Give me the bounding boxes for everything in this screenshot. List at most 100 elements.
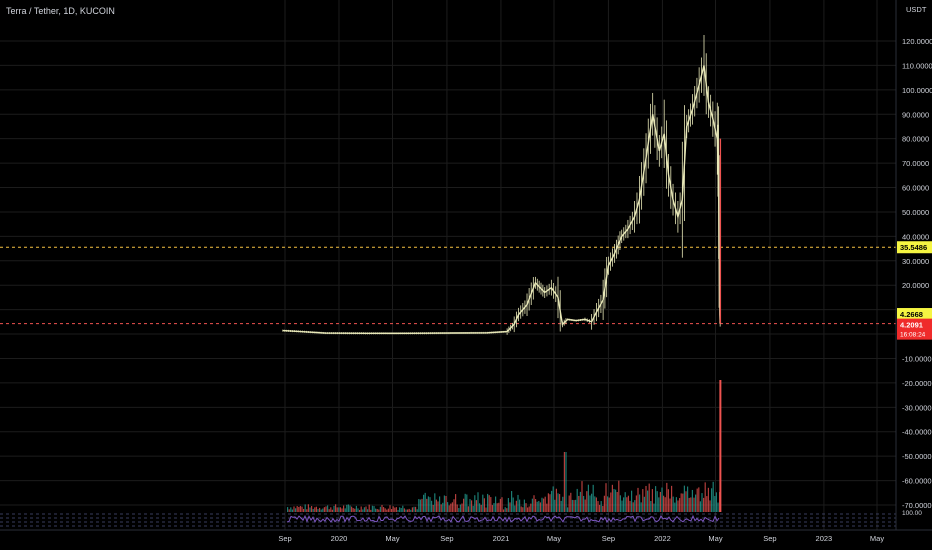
volume-bar (498, 502, 500, 512)
volume-bar (384, 508, 386, 512)
volume-bar (679, 498, 681, 512)
volume-bar (448, 505, 450, 512)
time-axis[interactable]: Sep 2020 May Sep 2021 May Sep 2022 May Sep 2023 May (0, 529, 932, 543)
x-tick-label: May (385, 534, 399, 543)
volume-bar (586, 491, 588, 512)
symbol-title-text: Terra / Tether, 1D, KUCOIN (6, 6, 115, 16)
volume-bar (323, 507, 325, 512)
price-tag-mark: 4.2668 (900, 310, 923, 319)
volume-bar (485, 507, 487, 512)
volume-bar (659, 491, 661, 512)
volume-bar (352, 508, 354, 512)
x-tick-label: May (547, 534, 561, 543)
volume-bar (331, 509, 333, 512)
volume-bar (559, 494, 561, 512)
price-tag-countdown: 16:08:24 (900, 332, 926, 339)
volume-bar (610, 492, 612, 512)
x-tick-label: May (870, 534, 884, 543)
volume-bar (373, 506, 375, 512)
price-axis[interactable]: 120.0000 110.0000 100.0000 90.0000 80.0000 70… (895, 0, 932, 530)
y-tick-label: -60.0000 (902, 477, 932, 486)
volume-bar (544, 496, 546, 512)
volume-bar (568, 495, 570, 512)
volume-bar (527, 507, 529, 512)
volume-bar (557, 493, 559, 512)
volume-bar (640, 502, 642, 512)
volume-bar (307, 504, 309, 512)
volume-bar (336, 507, 338, 512)
volume-bar (693, 497, 695, 512)
volume-bar (509, 502, 511, 512)
volume-bar (591, 493, 593, 512)
volume-bar (423, 494, 425, 512)
volume-bar (288, 509, 290, 512)
volume-bar (635, 495, 637, 512)
volume-bar (391, 509, 393, 512)
volume-bar (499, 498, 501, 512)
volume-bar (299, 505, 301, 512)
volume-bar (359, 509, 361, 512)
volume-bar (367, 509, 369, 512)
x-tick-label: Sep (440, 534, 453, 543)
volume-bar (546, 503, 548, 512)
volume-bar (519, 499, 521, 512)
volume-bar (690, 497, 692, 512)
volume-bar (707, 487, 709, 512)
y-tick-label: 120.0000 (902, 37, 932, 46)
x-tick-label: Sep (278, 534, 291, 543)
volume-bar (706, 496, 708, 512)
volume-bar (370, 509, 372, 512)
volume-bar (501, 497, 503, 512)
volume-bar-spike (719, 380, 722, 512)
volume-bar (621, 500, 623, 512)
volume-bar (386, 509, 388, 512)
volume-bar (421, 498, 423, 512)
volume-bar (616, 491, 618, 512)
volume-bar (632, 502, 634, 512)
volume-bar (395, 507, 397, 512)
x-tick-label: Sep (763, 534, 776, 543)
volume-bar (306, 509, 308, 512)
volume-bar (701, 493, 703, 512)
volume-bar (629, 500, 631, 512)
price-series (282, 34, 722, 335)
volume-bar (696, 488, 698, 512)
volume-bar (477, 492, 479, 512)
currency-label: USDT (906, 5, 927, 14)
volume-bar (664, 497, 666, 512)
volume-bar (328, 509, 330, 512)
y-tick-label: 90.0000 (902, 110, 929, 119)
volume-bar (490, 497, 492, 512)
volume-bar (487, 493, 489, 512)
volume-bar (637, 487, 639, 512)
volume-bar (575, 499, 577, 512)
volume-bar (525, 503, 527, 512)
volume-bar (287, 507, 289, 512)
y-tick-label: 110.0000 (902, 61, 932, 70)
volume-bar (419, 499, 421, 512)
volume-bar (333, 505, 335, 512)
volume-bar (315, 506, 317, 512)
volume-bar (643, 496, 645, 512)
price-tag-last-bg (897, 318, 932, 340)
volume-bar (416, 509, 418, 512)
volume-bar (645, 485, 647, 512)
x-tick-label: May (708, 534, 722, 543)
volume-bar (480, 504, 482, 512)
price-tag-last: 4.2091 (900, 321, 923, 330)
volume-bar (379, 506, 381, 512)
volume-bar (506, 508, 508, 512)
volume-bar (435, 499, 437, 512)
volume-bar (426, 498, 428, 512)
volume-bar (451, 502, 453, 512)
volume-bar (663, 495, 665, 512)
volume-bar (647, 490, 649, 512)
volume-bar (459, 504, 461, 512)
volume-bar (570, 492, 572, 512)
volume-bar (431, 500, 433, 512)
volume-bar (368, 504, 370, 512)
volume-bar (403, 508, 405, 512)
volume-bar (631, 490, 633, 512)
volume-bar (488, 495, 490, 512)
